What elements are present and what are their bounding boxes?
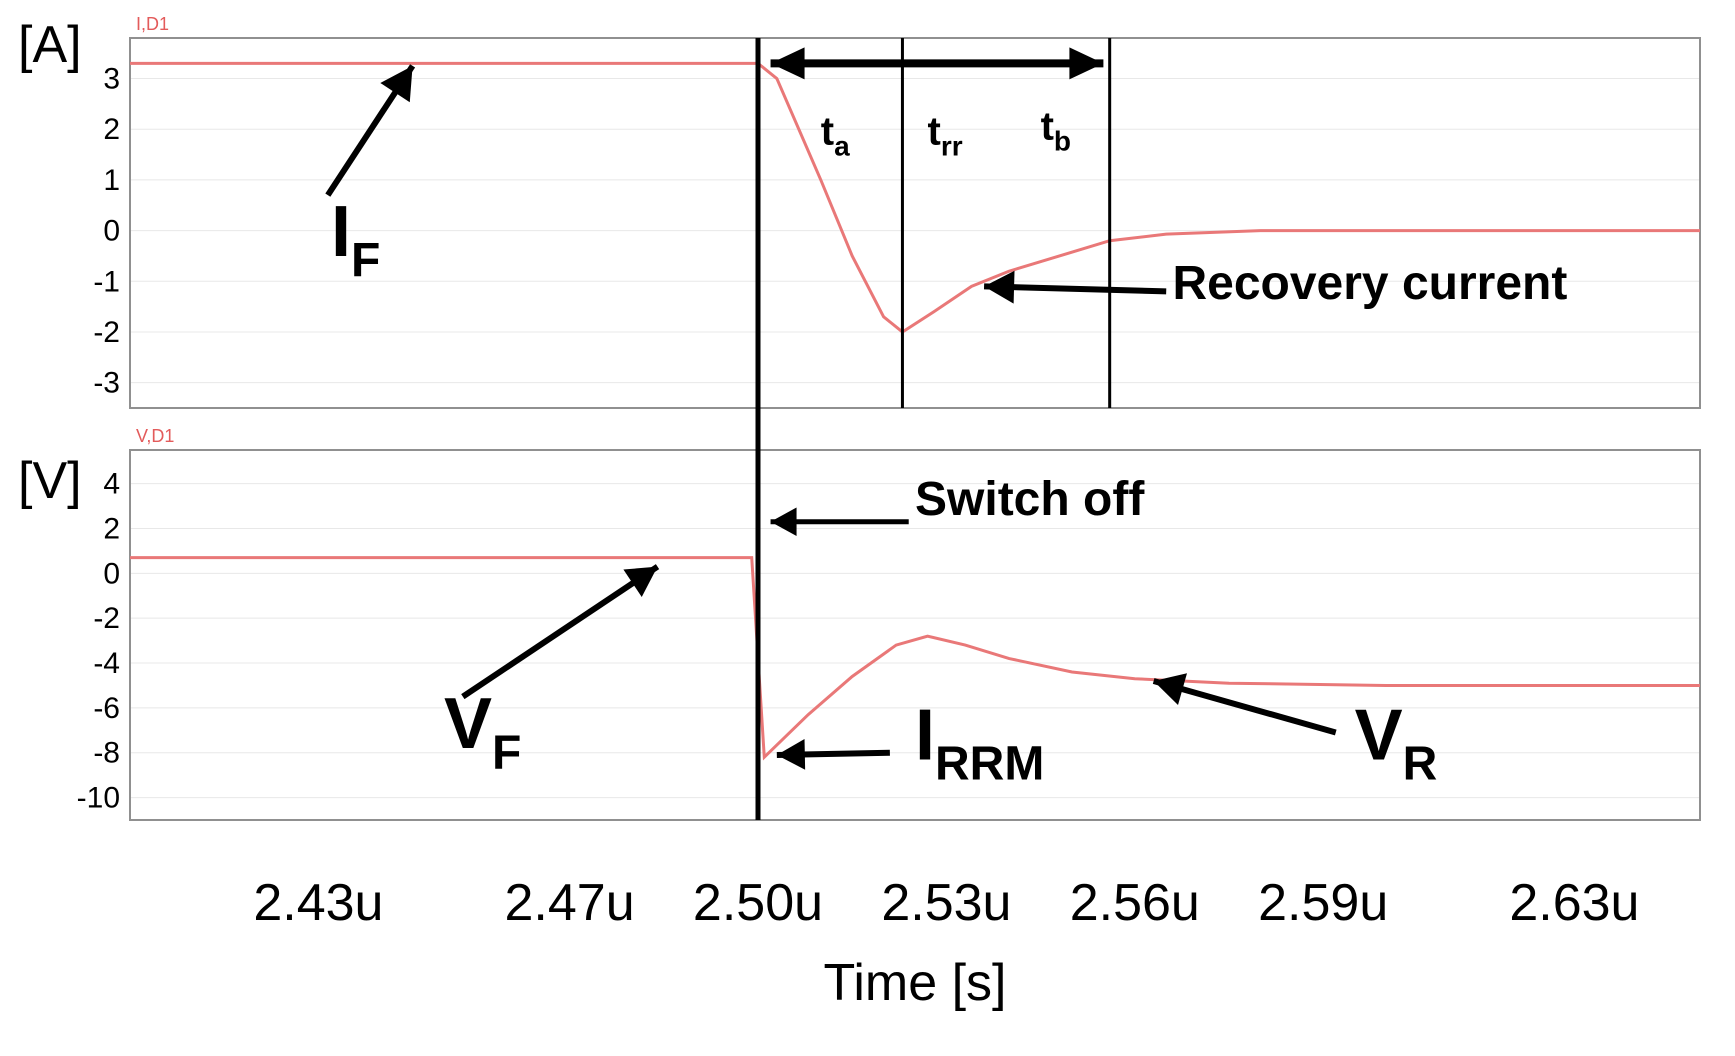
ytick-label: -1: [93, 265, 120, 298]
ytick-label: -2: [93, 316, 120, 349]
ytick-label: -4: [93, 647, 120, 680]
series-label: I,D1: [136, 14, 169, 34]
ytick-label: -8: [93, 737, 120, 770]
x-axis-title: Time [s]: [824, 954, 1007, 1012]
ytick-label: 3: [103, 63, 120, 96]
ytick-label: 0: [103, 557, 120, 590]
xtick-label: 2.50u: [693, 874, 823, 932]
ytick-label: 1: [103, 164, 120, 197]
xtick-label: 2.56u: [1070, 874, 1200, 932]
ytick-label: 0: [103, 215, 120, 248]
unit-current: [A]: [18, 16, 82, 74]
label-switch-off: Switch off: [915, 473, 1145, 526]
xtick-label: 2.47u: [505, 874, 635, 932]
label-recovery-current: Recovery current: [1172, 257, 1567, 310]
ytick-label: 4: [103, 468, 120, 501]
series-label: V,D1: [136, 426, 174, 446]
ytick-label: -2: [93, 602, 120, 635]
xtick-label: 2.43u: [253, 874, 383, 932]
xtick-label: 2.53u: [881, 874, 1011, 932]
ytick-label: 2: [103, 113, 120, 146]
ytick-label: -6: [93, 692, 120, 725]
xtick-label: 2.59u: [1258, 874, 1388, 932]
xtick-label: 2.63u: [1509, 874, 1639, 932]
ytick-label: -10: [77, 782, 120, 815]
unit-voltage: [V]: [18, 452, 82, 510]
ytick-label: 2: [103, 512, 120, 545]
ytick-label: -3: [93, 367, 120, 400]
